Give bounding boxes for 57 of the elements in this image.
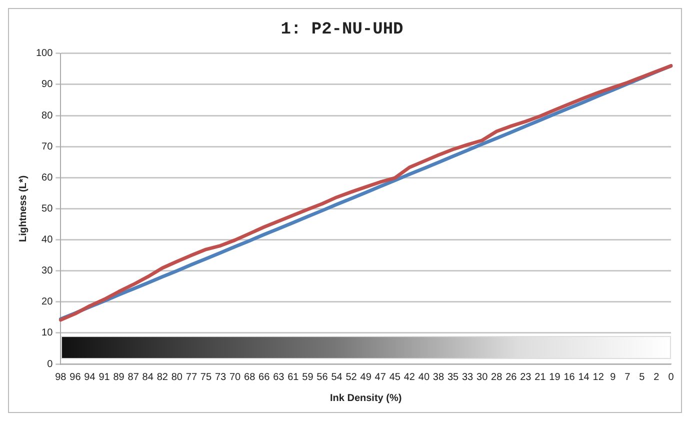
x-tick-label: 77 bbox=[186, 372, 198, 383]
x-tick-label: 42 bbox=[404, 372, 416, 383]
x-tick-label: 33 bbox=[462, 372, 474, 383]
y-tick-label: 30 bbox=[42, 266, 54, 277]
x-tick-label: 89 bbox=[113, 372, 125, 383]
x-tick-label: 54 bbox=[331, 372, 343, 383]
x-tick-label: 28 bbox=[491, 372, 503, 383]
x-tick-label: 94 bbox=[84, 372, 96, 383]
x-tick-label: 56 bbox=[316, 372, 328, 383]
chart-title: 1: P2-NU-UHD bbox=[280, 20, 404, 40]
x-tick-label: 2 bbox=[654, 372, 660, 383]
x-tick-label: 91 bbox=[98, 372, 110, 383]
y-tick-label: 0 bbox=[47, 358, 54, 370]
x-tick-label: 5 bbox=[639, 372, 646, 383]
y-tick-label: 20 bbox=[42, 296, 54, 308]
x-tick-label: 98 bbox=[55, 372, 67, 383]
x-tick-label: 52 bbox=[346, 372, 358, 383]
y-tick-label: 70 bbox=[42, 141, 54, 152]
x-tick-label: 23 bbox=[520, 372, 532, 383]
x-tick-label: 40 bbox=[418, 372, 430, 383]
x-tick-label: 80 bbox=[171, 372, 183, 383]
x-tick-label: 12 bbox=[592, 372, 604, 383]
y-tick-label: 10 bbox=[42, 328, 54, 339]
x-tick-label: 45 bbox=[389, 372, 401, 383]
x-tick-label: 84 bbox=[142, 372, 154, 383]
y-tick-label: 100 bbox=[36, 48, 54, 60]
y-tick-label: 40 bbox=[42, 234, 54, 246]
x-tick-label: 19 bbox=[549, 372, 561, 383]
y-tick-label: 90 bbox=[42, 79, 54, 90]
x-tick-label: 16 bbox=[564, 372, 576, 383]
x-tick-label: 96 bbox=[70, 372, 82, 383]
x-tick-label: 14 bbox=[578, 372, 590, 383]
x-tick-label: 70 bbox=[230, 372, 242, 383]
x-tick-label: 35 bbox=[447, 372, 460, 383]
x-tick-label: 7 bbox=[624, 372, 631, 383]
x-tick-label: 61 bbox=[288, 372, 300, 383]
x-tick-label: 73 bbox=[214, 372, 227, 383]
y-tick-label: 50 bbox=[42, 203, 54, 214]
x-tick-label: 47 bbox=[374, 372, 386, 383]
x-tick-label: 68 bbox=[244, 372, 256, 383]
x-axis-title: Ink Density (%) bbox=[330, 392, 402, 404]
x-tick-label: 63 bbox=[273, 372, 285, 383]
x-tick-label: 9 bbox=[610, 372, 616, 383]
x-tick-label: 82 bbox=[156, 372, 168, 383]
x-tick-label: 49 bbox=[360, 372, 372, 383]
x-tick-label: 59 bbox=[302, 372, 314, 383]
x-tick-label: 21 bbox=[534, 372, 546, 383]
x-tick-label: 26 bbox=[506, 372, 518, 383]
y-axis-title: Lightness (L*) bbox=[18, 175, 29, 242]
x-tick-label: 87 bbox=[128, 372, 140, 383]
x-tick-label: 0 bbox=[668, 372, 674, 383]
x-tick-label: 66 bbox=[258, 372, 270, 383]
x-tick-label: 30 bbox=[476, 372, 488, 383]
y-tick-label: 80 bbox=[42, 110, 54, 122]
x-tick-label: 75 bbox=[200, 372, 212, 383]
x-tick-label: 38 bbox=[432, 372, 444, 383]
y-tick-label: 60 bbox=[42, 172, 54, 184]
